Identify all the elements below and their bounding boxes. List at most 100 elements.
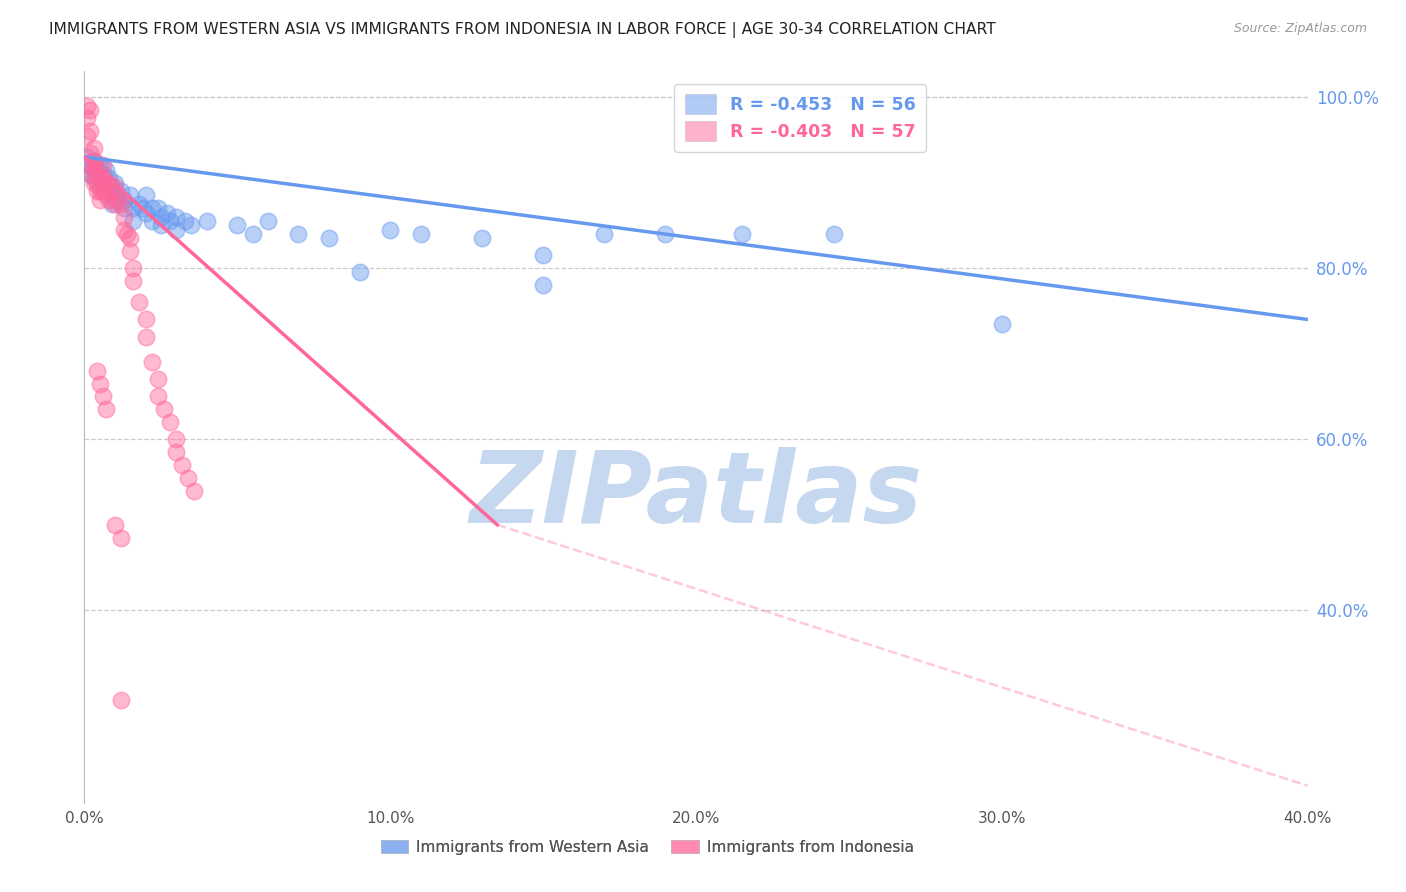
Point: [110, 197, 132, 211]
Point: [79, 158, 101, 172]
Point: [409, 227, 432, 241]
Point: [91, 389, 114, 403]
Point: [242, 227, 264, 241]
Point: [89, 184, 111, 198]
Point: [593, 227, 616, 241]
Point: [112, 222, 135, 236]
Point: [101, 184, 124, 198]
Point: [89, 171, 111, 186]
Point: [183, 483, 205, 498]
Point: [141, 214, 163, 228]
Point: [76, 150, 98, 164]
Point: [94, 179, 117, 194]
Point: [107, 188, 129, 202]
Point: [165, 445, 187, 459]
Point: [83, 154, 105, 169]
Point: [287, 227, 309, 241]
Point: [165, 222, 187, 236]
Point: [991, 317, 1014, 331]
Point: [131, 201, 153, 215]
Point: [531, 278, 554, 293]
Text: Source: ZipAtlas.com: Source: ZipAtlas.com: [1233, 22, 1367, 36]
Point: [135, 188, 157, 202]
Point: [89, 158, 111, 172]
Point: [159, 214, 181, 228]
Point: [146, 201, 169, 215]
Point: [104, 176, 127, 190]
Text: ZIPatlas: ZIPatlas: [470, 447, 922, 544]
Point: [86, 162, 108, 177]
Point: [135, 329, 157, 343]
Point: [79, 145, 101, 160]
Point: [731, 227, 754, 241]
Point: [89, 376, 111, 391]
Point: [89, 193, 111, 207]
Point: [349, 265, 371, 279]
Text: IMMIGRANTS FROM WESTERN ASIA VS IMMIGRANTS FROM INDONESIA IN LABOR FORCE | AGE 3: IMMIGRANTS FROM WESTERN ASIA VS IMMIGRAN…: [49, 22, 995, 38]
Point: [120, 231, 142, 245]
Point: [471, 231, 494, 245]
Point: [76, 128, 98, 143]
Point: [135, 205, 157, 219]
Point: [101, 197, 124, 211]
Point: [104, 517, 127, 532]
Point: [110, 531, 132, 545]
Point: [112, 193, 135, 207]
Point: [226, 219, 249, 233]
Point: [83, 141, 105, 155]
Point: [91, 158, 114, 172]
Point: [97, 193, 120, 207]
Point: [146, 372, 169, 386]
Point: [149, 210, 172, 224]
Point: [165, 432, 187, 446]
Point: [91, 171, 114, 186]
Point: [91, 184, 114, 198]
Point: [94, 402, 117, 417]
Point: [86, 364, 108, 378]
Point: [79, 158, 101, 172]
Point: [156, 205, 179, 219]
Point: [177, 471, 200, 485]
Point: [94, 188, 117, 202]
Point: [120, 244, 142, 258]
Point: [141, 201, 163, 215]
Point: [89, 179, 111, 194]
Point: [79, 124, 101, 138]
Point: [86, 176, 108, 190]
Point: [110, 184, 132, 198]
Point: [122, 214, 145, 228]
Point: [115, 227, 138, 241]
Point: [112, 210, 135, 224]
Point: [195, 214, 218, 228]
Point: [86, 162, 108, 177]
Point: [112, 201, 135, 215]
Point: [823, 227, 845, 241]
Legend: Immigrants from Western Asia, Immigrants from Indonesia: Immigrants from Western Asia, Immigrants…: [374, 834, 920, 861]
Point: [97, 171, 120, 186]
Point: [79, 103, 101, 117]
Point: [86, 184, 108, 198]
Point: [76, 112, 98, 126]
Point: [149, 219, 172, 233]
Point: [122, 261, 145, 276]
Point: [318, 231, 340, 245]
Point: [101, 179, 124, 194]
Point: [104, 193, 127, 207]
Point: [97, 176, 120, 190]
Point: [531, 248, 554, 262]
Point: [110, 693, 132, 707]
Point: [159, 415, 181, 429]
Point: [83, 176, 105, 190]
Point: [141, 355, 163, 369]
Point: [91, 167, 114, 181]
Point: [153, 402, 176, 417]
Point: [79, 167, 101, 181]
Point: [104, 179, 127, 194]
Point: [180, 219, 202, 233]
Point: [122, 201, 145, 215]
Point: [104, 197, 127, 211]
Point: [76, 98, 98, 112]
Point: [83, 154, 105, 169]
Point: [79, 167, 101, 181]
Point: [146, 389, 169, 403]
